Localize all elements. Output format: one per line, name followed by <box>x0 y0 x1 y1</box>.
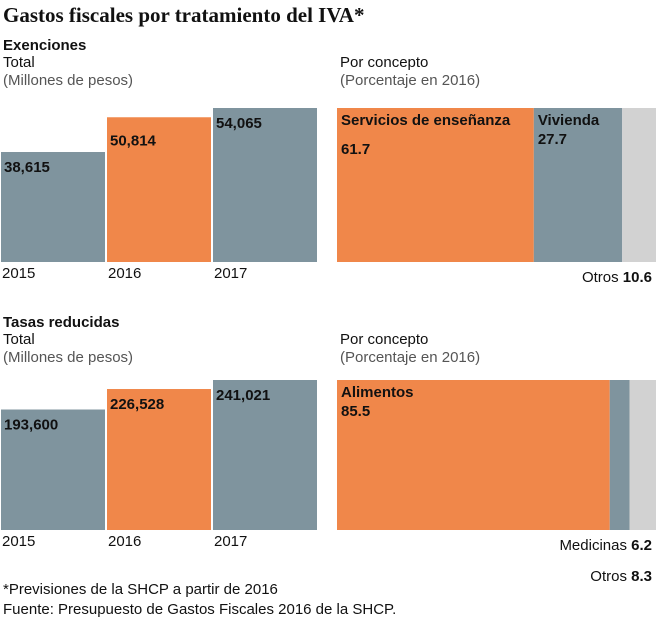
segment-value: 8.3 <box>631 568 652 585</box>
value-label: 54,065 <box>216 115 262 132</box>
bar <box>213 380 317 530</box>
bar-segment <box>533 108 623 262</box>
value-label: 226,528 <box>110 396 164 413</box>
chart-subtitle: (Millones de pesos) <box>3 72 133 89</box>
value-label: 50,814 <box>110 132 157 149</box>
segment-label: Medicinas 6.2 <box>559 537 652 554</box>
chart-subtitle: (Porcentaje en 2016) <box>340 349 480 366</box>
segment-name: Otros <box>590 568 627 585</box>
bar-segment <box>629 380 656 530</box>
chart-subtitle: (Millones de pesos) <box>3 349 133 366</box>
chart-title: Por concepto <box>340 331 428 348</box>
x-tick-label: 2017 <box>214 533 247 550</box>
segment-name: Servicios de enseñanza <box>341 112 511 129</box>
segment-name: Medicinas <box>559 537 627 554</box>
segment-name: Vivienda <box>538 112 600 129</box>
x-tick-label: 2015 <box>2 265 35 282</box>
bar <box>1 409 105 530</box>
bar <box>107 117 211 262</box>
bar-segment <box>609 380 630 530</box>
bar-segment <box>337 380 610 530</box>
x-tick-label: 2017 <box>214 265 247 282</box>
x-tick-label: 2015 <box>2 533 35 550</box>
bar <box>1 152 105 262</box>
chart-title: Total <box>3 331 35 348</box>
footnote: Fuente: Presupuesto de Gastos Fiscales 2… <box>3 601 396 618</box>
footnote: *Previsiones de la SHCP a partir de 2016 <box>3 581 278 598</box>
value-label: 241,021 <box>216 387 270 404</box>
chart-title: Total <box>3 54 35 71</box>
page-title: Gastos fiscales por tratamiento del IVA* <box>3 3 364 27</box>
chart-title: Por concepto <box>340 54 428 71</box>
value-label: 193,600 <box>4 417 58 434</box>
chart-subtitle: (Porcentaje en 2016) <box>340 72 480 89</box>
bar <box>213 108 317 262</box>
value-label: 38,615 <box>4 159 50 176</box>
segment-value: 85.5 <box>341 403 370 420</box>
x-tick-label: 2016 <box>108 533 141 550</box>
segment-value: 10.6 <box>623 269 652 286</box>
segment-value: 6.2 <box>631 537 652 554</box>
bar-segment <box>337 108 534 262</box>
segment-name: Otros <box>582 269 619 286</box>
segment-name: Alimentos <box>341 384 414 401</box>
section-title: Tasas reducidas <box>3 314 119 331</box>
bar-segment <box>622 108 656 262</box>
segment-value: 61.7 <box>341 141 370 158</box>
segment-label: Otros 8.3 <box>590 568 652 585</box>
section-title: Exenciones <box>3 37 86 54</box>
segment-label: Otros 10.6 <box>582 269 652 286</box>
bar <box>107 389 211 530</box>
segment-value: 27.7 <box>538 131 567 148</box>
x-tick-label: 2016 <box>108 265 141 282</box>
